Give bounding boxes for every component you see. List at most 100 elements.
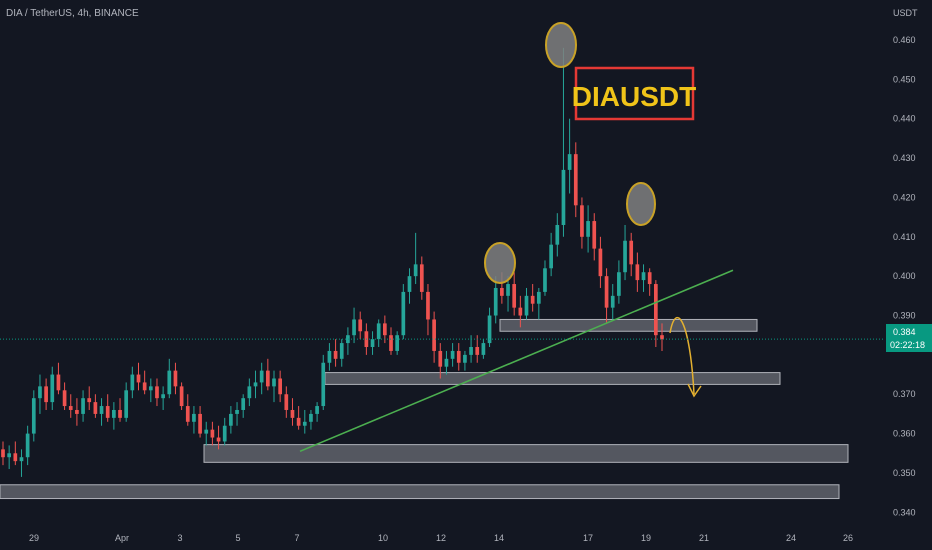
- time-tick-label: 10: [378, 533, 388, 543]
- candle-body: [524, 295, 529, 316]
- peak-circle[interactable]: [484, 242, 516, 284]
- candle-body: [493, 287, 498, 316]
- current-price-tag-bg: [886, 324, 932, 352]
- projection-arrow-curve[interactable]: [669, 316, 695, 395]
- candle-body: [370, 339, 375, 348]
- candle-body: [309, 413, 313, 422]
- candle-body: [161, 394, 165, 399]
- candle-body: [25, 433, 30, 458]
- candle-body: [31, 398, 36, 434]
- price-tick-label: 0.340: [893, 507, 916, 517]
- price-tick-label: 0.350: [893, 468, 916, 478]
- candle-body: [62, 390, 67, 407]
- candle-body: [296, 417, 301, 426]
- candle-body: [567, 154, 572, 170]
- candle-body: [660, 335, 664, 340]
- candle-body: [204, 429, 209, 434]
- trendline-layer[interactable]: [299, 269, 734, 453]
- candle-body: [173, 370, 178, 387]
- candle-body: [530, 295, 535, 304]
- candle-body: [432, 319, 436, 351]
- symbol-info[interactable]: DIA / TetherUS, 4h, BINANCE: [6, 8, 139, 19]
- candle-body: [38, 386, 42, 399]
- candle-body: [99, 406, 104, 414]
- peak-circle[interactable]: [626, 182, 656, 226]
- candle-body: [235, 409, 239, 414]
- candle-body: [518, 307, 523, 316]
- peak-circle[interactable]: [545, 22, 577, 68]
- candlestick-series: [1, 47, 664, 477]
- candle-body: [93, 402, 98, 414]
- candle-body: [469, 347, 473, 355]
- candle-body: [241, 398, 246, 410]
- candle-body: [506, 284, 510, 296]
- price-axis[interactable]: 0.460 0.450 0.440 0.430 0.420 0.410 0.400 0.390…: [893, 35, 916, 517]
- price-tick-label: 0.460: [893, 35, 916, 45]
- support-zone[interactable]: [203, 444, 849, 463]
- candle-body: [56, 374, 61, 391]
- candle-body: [333, 350, 338, 359]
- candle-body: [339, 343, 344, 359]
- candle-body: [19, 457, 24, 462]
- candle-body: [346, 335, 350, 344]
- candle-body: [1, 449, 5, 458]
- candle-body: [222, 425, 227, 442]
- support-zone[interactable]: [0, 484, 840, 500]
- price-tick-label: 0.390: [893, 311, 916, 321]
- candle-body: [487, 315, 492, 344]
- candle-body: [604, 276, 609, 308]
- support-zone[interactable]: [499, 318, 758, 332]
- projection-arrow[interactable]: [669, 316, 702, 398]
- price-tick-label: 0.420: [893, 192, 916, 202]
- time-tick-label: 21: [699, 533, 709, 543]
- candle-body: [272, 378, 276, 387]
- trendline[interactable]: [299, 269, 734, 453]
- symbol-label-box[interactable]: DIAUSDT: [572, 66, 696, 121]
- candle-body: [179, 386, 184, 407]
- candle-body: [302, 421, 307, 426]
- candle-body: [426, 291, 430, 320]
- candle-body: [358, 319, 363, 332]
- candle-body: [389, 335, 393, 351]
- support-zones[interactable]: [0, 318, 849, 500]
- time-tick-label: 14: [494, 533, 504, 543]
- candle-body: [136, 374, 141, 383]
- candle-body: [87, 398, 92, 403]
- candle-body: [395, 335, 400, 351]
- candle-body: [419, 264, 424, 292]
- candle-body: [216, 437, 221, 442]
- time-axis[interactable]: 29 Apr 3 5 7 10 12 14 17 19 21 24 26: [29, 533, 853, 543]
- candle-body: [580, 205, 584, 237]
- candle-body: [198, 413, 202, 434]
- candle-body: [124, 390, 129, 418]
- price-tick-label: 0.440: [893, 114, 916, 124]
- candle-body: [641, 272, 646, 281]
- candle-body: [253, 382, 258, 387]
- price-axis-currency: USDT: [893, 8, 918, 18]
- candle-body: [598, 248, 603, 277]
- support-zone[interactable]: [324, 372, 781, 385]
- candle-body: [413, 264, 418, 277]
- candle-body: [586, 221, 590, 237]
- price-tick-label: 0.360: [893, 429, 916, 439]
- candle-body: [463, 354, 467, 363]
- candle-body: [81, 398, 85, 414]
- candle-body: [475, 347, 480, 355]
- candle-body: [229, 413, 233, 426]
- candle-body: [118, 409, 122, 418]
- projection-arrow-head[interactable]: [687, 383, 702, 398]
- candle-body: [112, 409, 116, 418]
- current-price-value: 0.384: [893, 327, 916, 337]
- candle-body: [592, 221, 597, 249]
- candle-body: [543, 268, 547, 292]
- candle-body: [555, 224, 560, 245]
- symbol-label-border: [574, 66, 695, 121]
- current-price-tag[interactable]: 0.384 02:22:18: [886, 324, 932, 352]
- candle-body: [438, 350, 443, 367]
- candle-body: [50, 374, 55, 403]
- peak-markers[interactable]: [484, 22, 656, 284]
- price-tick-label: 0.430: [893, 153, 916, 163]
- candle-body: [148, 386, 153, 391]
